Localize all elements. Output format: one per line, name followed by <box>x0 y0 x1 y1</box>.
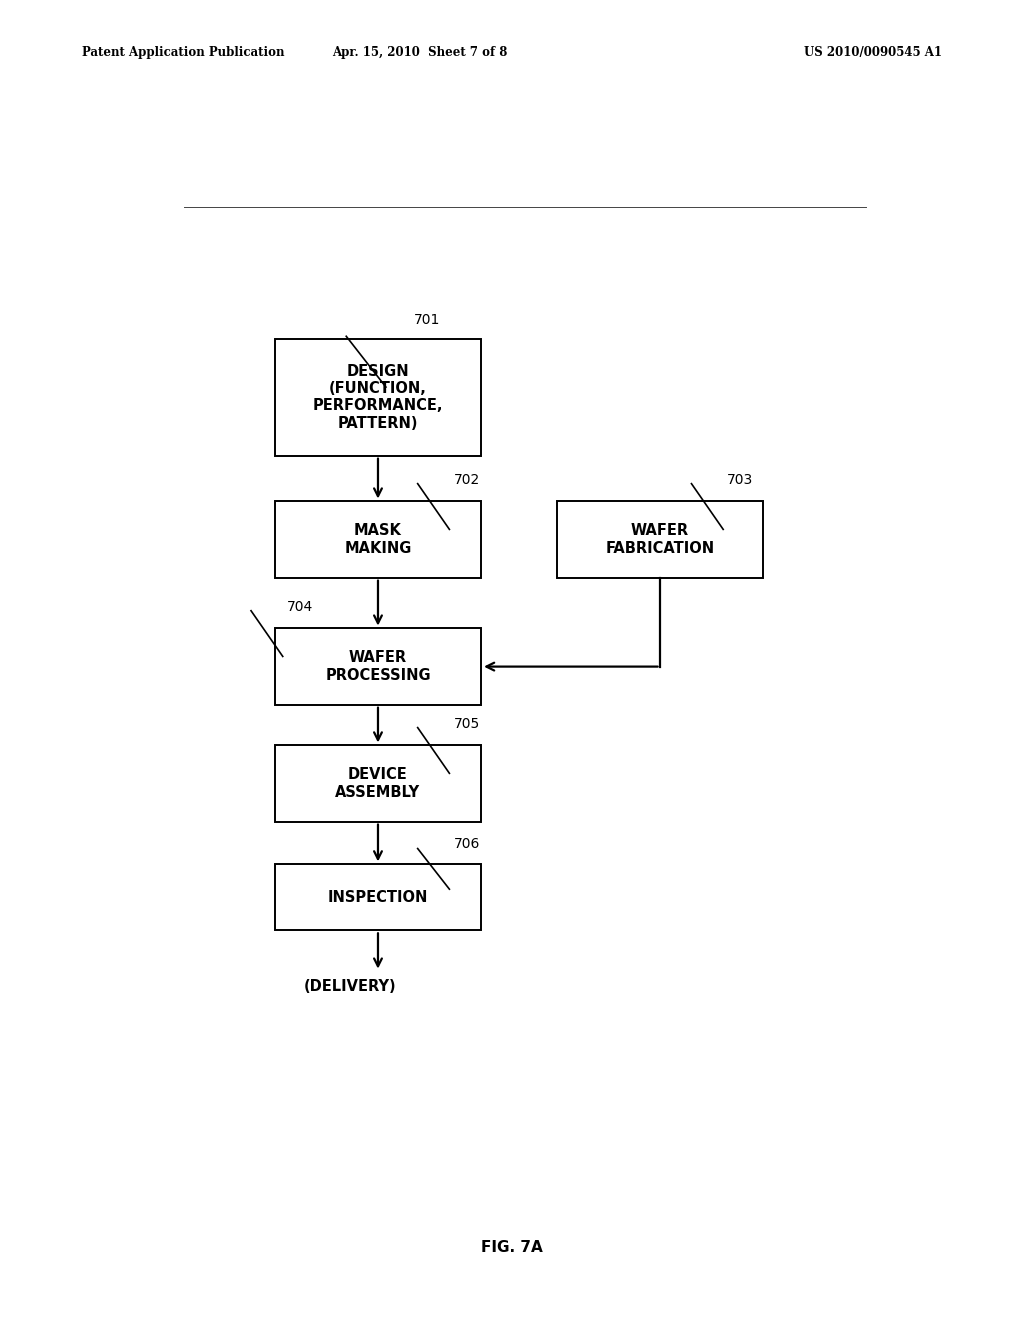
Bar <box>274 865 481 931</box>
Text: 703: 703 <box>727 473 754 487</box>
Text: (DELIVERY): (DELIVERY) <box>304 979 396 994</box>
Bar <box>274 746 481 821</box>
Text: 704: 704 <box>287 599 313 614</box>
Text: DESIGN
(FUNCTION,
PERFORMANCE,
PATTERN): DESIGN (FUNCTION, PERFORMANCE, PATTERN) <box>312 363 443 430</box>
Text: 702: 702 <box>454 473 479 487</box>
Text: 706: 706 <box>454 837 480 850</box>
Bar <box>274 628 481 705</box>
Bar <box>274 502 481 578</box>
Text: WAFER
PROCESSING: WAFER PROCESSING <box>326 651 431 682</box>
Text: 705: 705 <box>454 717 479 731</box>
Bar <box>557 502 763 578</box>
Text: 701: 701 <box>414 313 440 327</box>
Text: Apr. 15, 2010  Sheet 7 of 8: Apr. 15, 2010 Sheet 7 of 8 <box>332 46 508 59</box>
Text: Patent Application Publication: Patent Application Publication <box>82 46 285 59</box>
Text: DEVICE
ASSEMBLY: DEVICE ASSEMBLY <box>336 767 421 800</box>
Text: WAFER
FABRICATION: WAFER FABRICATION <box>605 523 715 556</box>
Text: US 2010/0090545 A1: US 2010/0090545 A1 <box>804 46 942 59</box>
Text: MASK
MAKING: MASK MAKING <box>344 523 412 556</box>
Text: FIG. 7A: FIG. 7A <box>481 1239 543 1255</box>
Text: INSPECTION: INSPECTION <box>328 890 428 904</box>
Bar <box>274 339 481 455</box>
